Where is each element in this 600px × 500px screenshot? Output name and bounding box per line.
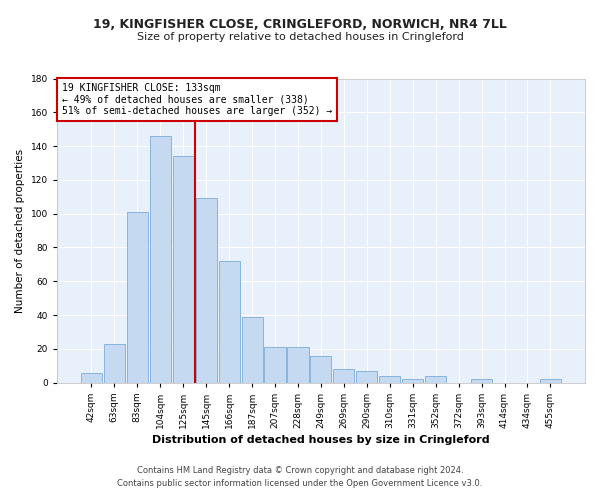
Bar [471, 380, 492, 382]
Bar [242, 317, 263, 382]
Bar [356, 371, 377, 382]
Text: 19, KINGFISHER CLOSE, CRINGLEFORD, NORWICH, NR4 7LL: 19, KINGFISHER CLOSE, CRINGLEFORD, NORWI… [93, 18, 507, 30]
Bar [425, 376, 446, 382]
Bar [81, 372, 102, 382]
Y-axis label: Number of detached properties: Number of detached properties [15, 148, 25, 312]
Bar [149, 136, 171, 382]
Bar [402, 380, 423, 382]
Bar [310, 356, 331, 382]
Bar [265, 347, 286, 382]
Bar [104, 344, 125, 383]
Bar [379, 376, 400, 382]
Bar [287, 347, 308, 382]
Text: Contains HM Land Registry data © Crown copyright and database right 2024.
Contai: Contains HM Land Registry data © Crown c… [118, 466, 482, 487]
Bar [173, 156, 194, 382]
Bar [218, 261, 239, 382]
Text: Size of property relative to detached houses in Cringleford: Size of property relative to detached ho… [137, 32, 463, 42]
X-axis label: Distribution of detached houses by size in Cringleford: Distribution of detached houses by size … [152, 435, 490, 445]
Text: 19 KINGFISHER CLOSE: 133sqm
← 49% of detached houses are smaller (338)
51% of se: 19 KINGFISHER CLOSE: 133sqm ← 49% of det… [62, 83, 332, 116]
Bar [334, 369, 355, 382]
Bar [540, 380, 561, 382]
Bar [196, 198, 217, 382]
Bar [127, 212, 148, 382]
